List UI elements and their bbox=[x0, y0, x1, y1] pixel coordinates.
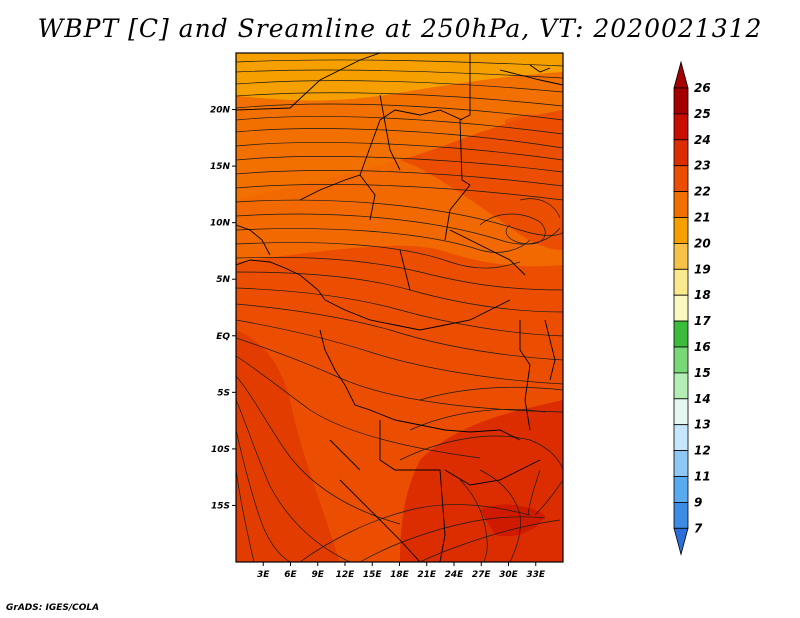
colorbar-swatch bbox=[673, 113, 689, 141]
wbpt-shading bbox=[236, 53, 563, 562]
colorbar-label: 11 bbox=[694, 470, 711, 484]
colorbar-label: 26 bbox=[694, 81, 711, 95]
colorbar-label: 23 bbox=[694, 159, 711, 173]
colorbar-swatch bbox=[673, 87, 689, 115]
lat-tick-label: 15S bbox=[211, 501, 230, 511]
colorbar-label: 22 bbox=[694, 185, 711, 199]
colorbar-swatch bbox=[673, 450, 689, 477]
colorbar-label: 12 bbox=[694, 444, 711, 458]
lat-tick-label: 10N bbox=[210, 219, 231, 229]
lon-tick-label: 9E bbox=[312, 570, 325, 580]
colorbar-top-arrow bbox=[673, 60, 689, 89]
colorbar-label: 24 bbox=[694, 133, 711, 147]
colorbar-label: 13 bbox=[694, 418, 711, 432]
colorbar-swatch bbox=[673, 165, 689, 192]
colorbar-label: 18 bbox=[694, 288, 711, 302]
lon-tick-label: 6E bbox=[284, 570, 297, 580]
colorbar-swatch bbox=[673, 139, 689, 167]
lat-axis: 20N 15N 10N 5N EQ 5S 10S 15S bbox=[210, 106, 236, 511]
colorbar-swatch bbox=[673, 501, 689, 529]
colorbar-swatch bbox=[673, 476, 689, 503]
country-borders bbox=[236, 53, 563, 562]
colorbar-label: 7 bbox=[694, 521, 703, 535]
page-title: WBPT [C] and Sreamline at 250hPa, VT: 20… bbox=[37, 14, 763, 43]
colorbar-swatch bbox=[673, 191, 689, 218]
lon-tick-label: 18E bbox=[390, 570, 410, 580]
lon-tick-label: 21E bbox=[417, 570, 437, 580]
colorbar-swatch bbox=[673, 398, 689, 426]
lon-tick-label: 12E bbox=[336, 570, 356, 580]
lat-tick-label: 15N bbox=[210, 162, 231, 172]
colorbar-label: 20 bbox=[694, 236, 711, 250]
colorbar-swatch bbox=[673, 424, 689, 452]
lon-tick-label: 15E bbox=[363, 570, 383, 580]
colorbar-bottom-arrow bbox=[673, 527, 689, 556]
colorbar-swatch bbox=[673, 217, 689, 244]
credit-label: GrADS: IGES/COLA bbox=[6, 603, 100, 613]
colorbar-label: 9 bbox=[694, 495, 702, 509]
colorbar-label: 17 bbox=[694, 314, 711, 328]
colorbar-swatch bbox=[673, 320, 689, 348]
colorbar-label: 19 bbox=[694, 262, 711, 276]
lon-tick-label: 3E bbox=[257, 570, 270, 580]
lat-tick-label: 5N bbox=[216, 275, 230, 285]
lon-tick-label: 33E bbox=[526, 570, 546, 580]
lon-tick-label: 30E bbox=[499, 570, 519, 580]
colorbar-swatch bbox=[673, 268, 689, 296]
colorbar-label: 15 bbox=[694, 366, 711, 380]
lat-tick-label: 20N bbox=[210, 106, 231, 116]
colorbar-label: 21 bbox=[694, 211, 711, 225]
colorbar-swatch bbox=[673, 372, 689, 400]
colorbar-swatch bbox=[673, 346, 689, 374]
lat-tick-label: 5S bbox=[217, 388, 230, 398]
lon-axis: 3E 6E 9E 12E 15E 18E 21E 24E 27E 30E 33E bbox=[257, 562, 546, 580]
colorbar-label: 16 bbox=[694, 340, 711, 354]
colorbar-swatch bbox=[673, 294, 689, 322]
colorbar-swatch bbox=[673, 242, 689, 270]
lon-tick-label: 27E bbox=[472, 570, 492, 580]
colorbar-label: 25 bbox=[694, 107, 711, 121]
lat-tick-label: EQ bbox=[216, 332, 230, 342]
colorbar: 26 25 24 23 22 21 20 19 18 17 16 15 14 13 12 11 9 7 bbox=[673, 60, 711, 556]
lon-tick-label: 24E bbox=[445, 570, 465, 580]
lat-tick-label: 10S bbox=[211, 445, 230, 455]
colorbar-label: 14 bbox=[694, 392, 711, 406]
